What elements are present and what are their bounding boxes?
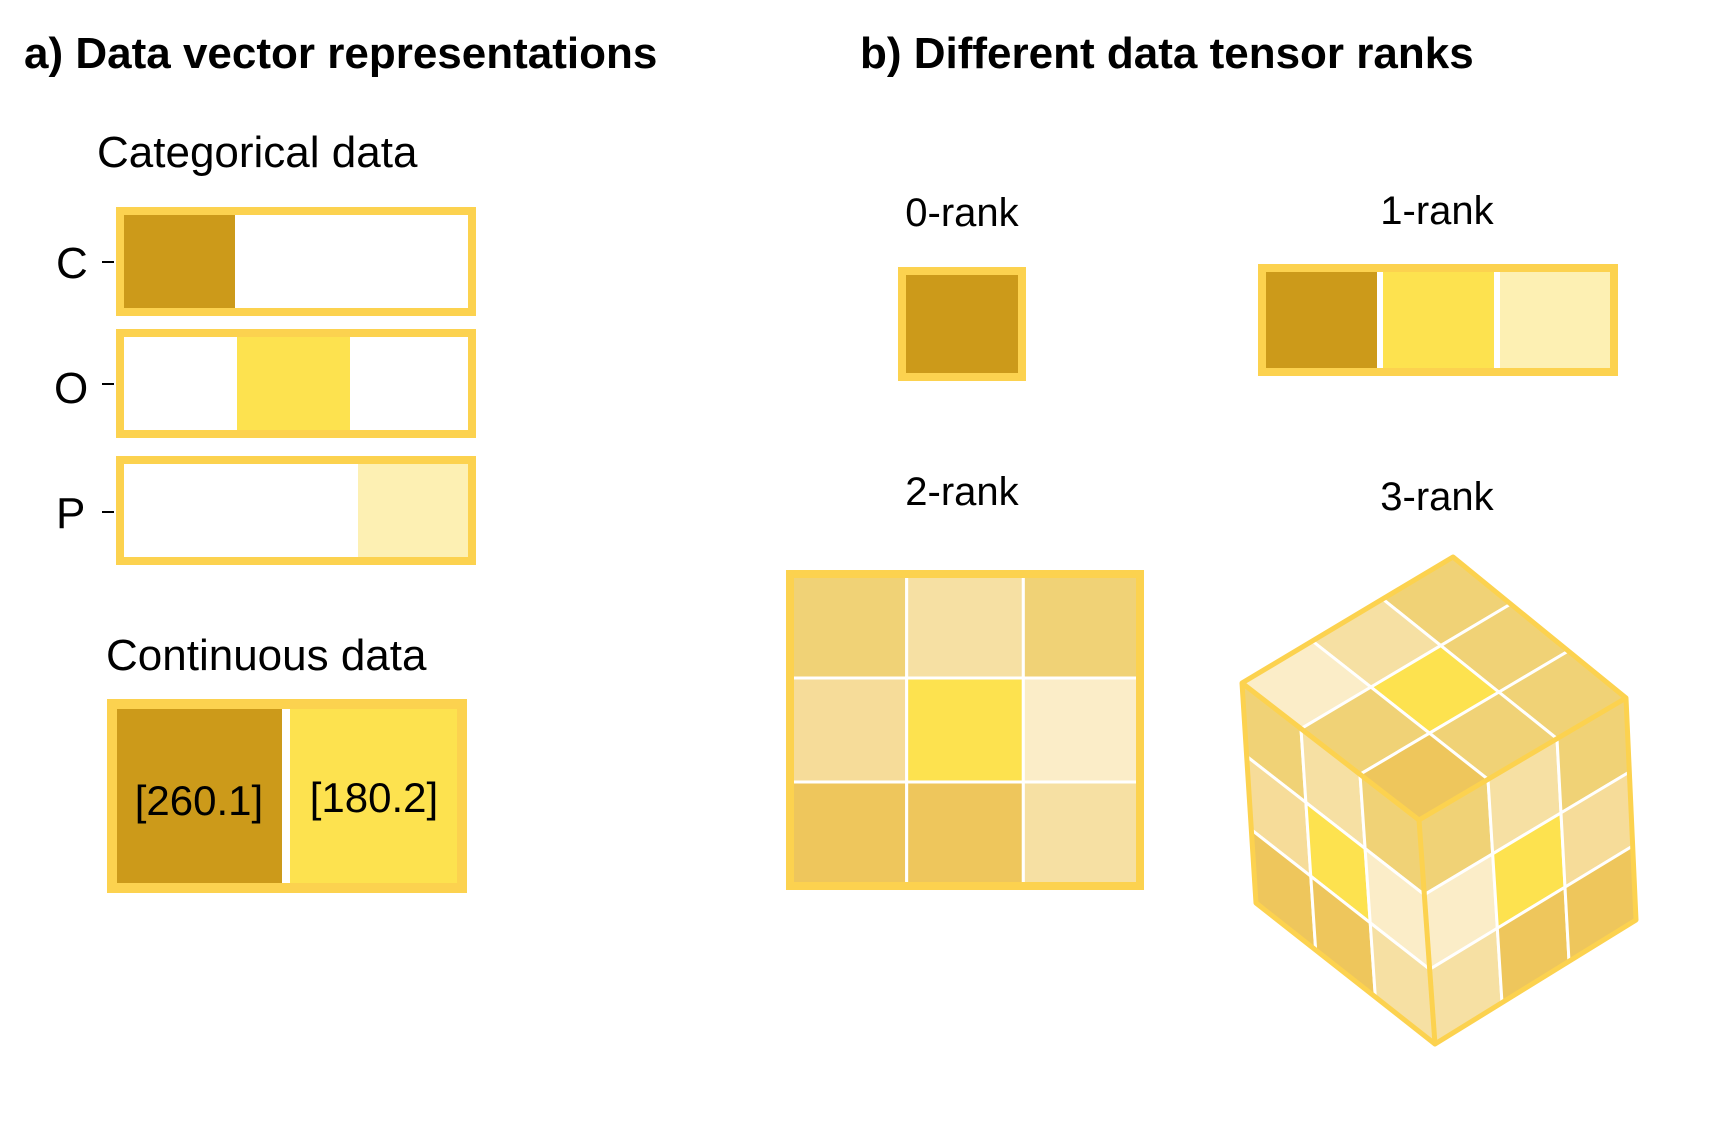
rank0-cell: [898, 267, 1026, 381]
rank3-label: 3-rank: [1380, 475, 1494, 519]
continuous-value-1: [260.1]: [135, 777, 263, 824]
continuous-value-2: [180.2]: [310, 774, 438, 821]
rank2-label: 2-rank: [905, 470, 1019, 514]
row-label-c: C: [56, 239, 88, 288]
rank2-cell: [788, 572, 909, 680]
continuous-cell-1: [117, 709, 282, 883]
rank0-scalar: [898, 267, 1026, 381]
rank3-cube: [1239, 554, 1639, 1047]
continuous-vector: [260.1] [180.2]: [107, 699, 467, 893]
onehot-cell-c: [124, 215, 235, 308]
continuous-heading: Continuous data: [106, 631, 427, 680]
categorical-row-p: P: [56, 456, 476, 565]
onehot-cell-o: [237, 337, 350, 430]
categorical-heading: Categorical data: [97, 128, 418, 177]
rank2-cell: [1021, 676, 1142, 784]
panel-b-title: b) Different data tensor ranks: [860, 29, 1474, 78]
onehot-cell-p: [358, 464, 468, 557]
rank2-matrix: [786, 570, 1144, 890]
rank2-cell: [788, 676, 909, 784]
rank0-label: 0-rank: [905, 191, 1019, 235]
panel-a-title: a) Data vector representations: [24, 29, 657, 78]
rank1-cell-1: [1266, 272, 1377, 368]
continuous-cell-2: [290, 709, 457, 883]
rank2-cell: [1021, 780, 1142, 888]
rank3-front-edge: [1416, 819, 1438, 1045]
rank2-cell: [905, 572, 1025, 680]
rank2-cell: [905, 676, 1025, 784]
row-label-p: P: [56, 489, 85, 538]
rank1-label: 1-rank: [1380, 189, 1494, 233]
rank1-vector: [1258, 264, 1618, 376]
rank2-cell: [905, 780, 1025, 888]
rank2-cell: [788, 780, 909, 888]
categorical-row-c: C: [56, 207, 476, 316]
rank2-outline: [786, 570, 1144, 890]
rank1-cell-3: [1500, 272, 1610, 368]
categorical-row-o: O: [54, 329, 476, 438]
row-label-o: O: [54, 364, 88, 413]
rank2-cell: [1021, 572, 1142, 680]
rank1-cell-2: [1383, 272, 1494, 368]
